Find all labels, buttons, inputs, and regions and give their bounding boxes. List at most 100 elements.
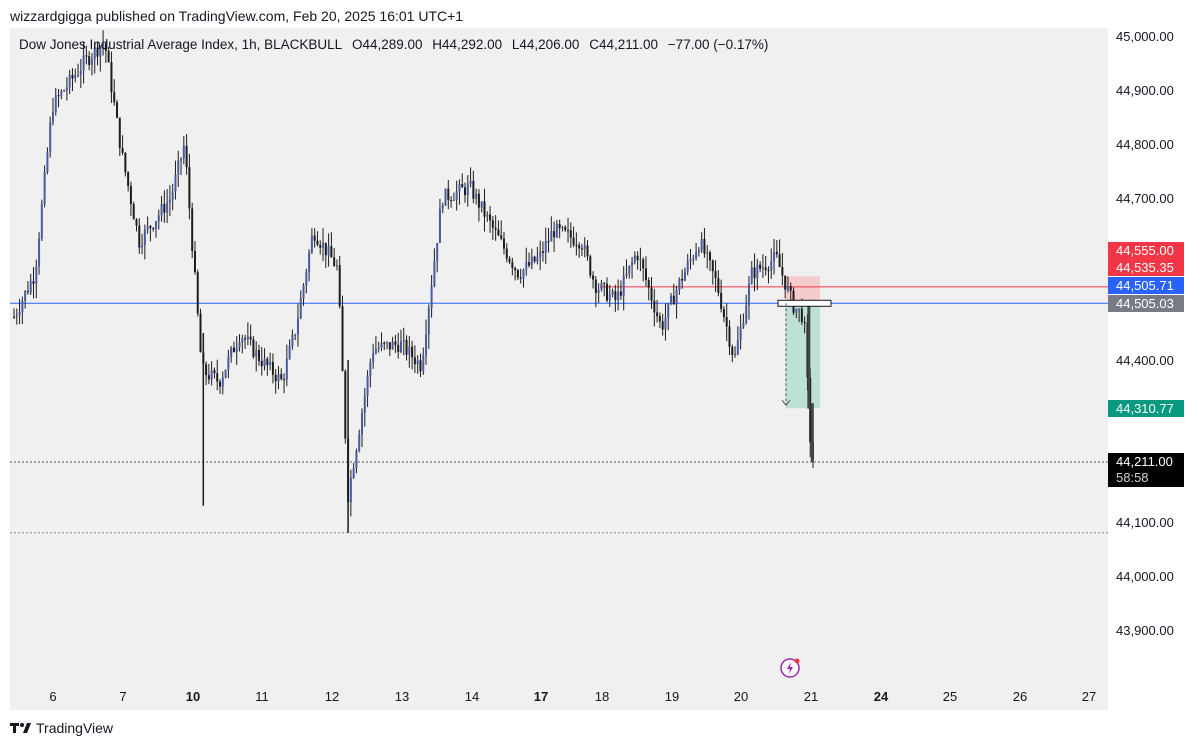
candle-body bbox=[483, 201, 486, 217]
candle-body bbox=[714, 271, 717, 279]
candle-body bbox=[455, 191, 458, 201]
candle-body bbox=[232, 347, 235, 353]
candle-body bbox=[96, 47, 99, 57]
candle-body bbox=[274, 374, 277, 382]
candle-body bbox=[327, 246, 330, 256]
candle-body bbox=[458, 183, 461, 192]
candle-body bbox=[572, 237, 575, 245]
candle-body bbox=[717, 278, 720, 293]
x-tick-label: 12 bbox=[325, 689, 339, 704]
tradingview-logo-icon[interactable] bbox=[10, 721, 32, 735]
candle-body bbox=[246, 336, 249, 340]
candle-body bbox=[57, 95, 60, 97]
candle-body bbox=[74, 75, 77, 79]
x-tick-label: 24 bbox=[874, 689, 889, 704]
candle-body bbox=[322, 242, 325, 248]
candle-body bbox=[592, 275, 595, 280]
candle-body bbox=[310, 235, 313, 253]
candle-body bbox=[54, 95, 57, 113]
candle-body bbox=[427, 308, 430, 335]
y-tick-label: 44,700.00 bbox=[1116, 191, 1174, 206]
candle-body bbox=[93, 47, 96, 59]
candle-body bbox=[586, 245, 589, 257]
candle-body bbox=[798, 308, 801, 310]
candle-body bbox=[436, 242, 439, 262]
x-tick-label: 13 bbox=[395, 689, 409, 704]
candle-body bbox=[508, 258, 511, 262]
target-price-label: 44,310.77 bbox=[1108, 399, 1184, 417]
position-arrow-icon bbox=[781, 399, 791, 406]
candle-body bbox=[394, 341, 397, 345]
candle-body bbox=[238, 342, 241, 348]
candle-body bbox=[505, 248, 508, 259]
candle-body bbox=[706, 252, 709, 254]
candle-body bbox=[18, 312, 21, 316]
candle-body bbox=[639, 259, 642, 261]
candle-body bbox=[324, 242, 327, 256]
price-axis[interactable] bbox=[1108, 28, 1200, 710]
candle-body bbox=[569, 230, 572, 238]
chart-panel[interactable] bbox=[10, 28, 1108, 710]
candle-body bbox=[252, 339, 255, 357]
candle-body bbox=[441, 205, 444, 209]
candle-body bbox=[171, 191, 174, 200]
candle-body bbox=[121, 147, 124, 153]
candle-body bbox=[269, 361, 272, 366]
candle-body bbox=[230, 347, 233, 357]
candle-body bbox=[619, 291, 622, 296]
candle-body bbox=[127, 172, 130, 187]
y-tick-label: 44,000.00 bbox=[1116, 569, 1174, 584]
candle-body bbox=[163, 203, 166, 213]
candle-body bbox=[143, 229, 146, 246]
candle-body bbox=[361, 413, 363, 435]
candle-body bbox=[656, 312, 659, 317]
candle-body bbox=[781, 266, 784, 276]
candle-body bbox=[578, 245, 581, 249]
candle-body bbox=[182, 145, 185, 159]
candle-body bbox=[146, 226, 149, 230]
candle-body bbox=[728, 326, 731, 347]
candle-body bbox=[678, 278, 681, 291]
candle-body bbox=[683, 271, 686, 281]
candle-body bbox=[681, 278, 684, 281]
legend-symbol[interactable]: Dow Jones Industrial Average Index, 1h, … bbox=[19, 37, 343, 52]
candle-body bbox=[338, 265, 341, 307]
candle-body bbox=[15, 315, 18, 317]
candle-body bbox=[480, 201, 483, 208]
candle-body bbox=[489, 214, 492, 221]
candle-body bbox=[633, 255, 636, 263]
candle-body bbox=[372, 353, 375, 363]
alert-price-label: 44,535.35 bbox=[1108, 259, 1184, 276]
candle-body bbox=[617, 291, 620, 300]
candle-body bbox=[750, 267, 753, 284]
position-entry-handle[interactable] bbox=[777, 299, 832, 307]
drop-candle bbox=[807, 303, 811, 409]
candle-body bbox=[486, 214, 489, 217]
candle-body bbox=[71, 74, 74, 79]
candle-body bbox=[597, 289, 600, 293]
candle-body bbox=[667, 303, 670, 318]
candle-body bbox=[185, 145, 188, 168]
candle-body bbox=[308, 252, 311, 273]
footer-brand[interactable]: TradingView bbox=[36, 720, 114, 736]
y-tick-label: 43,900.00 bbox=[1116, 623, 1174, 638]
x-tick-label: 7 bbox=[119, 689, 126, 704]
candle-body bbox=[703, 238, 706, 254]
candle-body bbox=[366, 375, 369, 396]
candle-body bbox=[138, 225, 141, 248]
candle-body bbox=[249, 336, 252, 340]
candle-body bbox=[296, 318, 299, 335]
candle-body bbox=[530, 256, 533, 266]
candle-body bbox=[558, 223, 561, 229]
candle-body bbox=[720, 292, 723, 310]
candle-body bbox=[447, 188, 450, 200]
candle-body bbox=[219, 381, 222, 387]
candle-body bbox=[24, 291, 27, 301]
candle-body bbox=[614, 291, 617, 300]
candle-body bbox=[79, 70, 82, 75]
take-profit-zone[interactable] bbox=[786, 303, 820, 409]
candle-body bbox=[380, 342, 383, 349]
legend-low: L44,206.00 bbox=[511, 37, 580, 52]
candle-body bbox=[764, 267, 767, 271]
